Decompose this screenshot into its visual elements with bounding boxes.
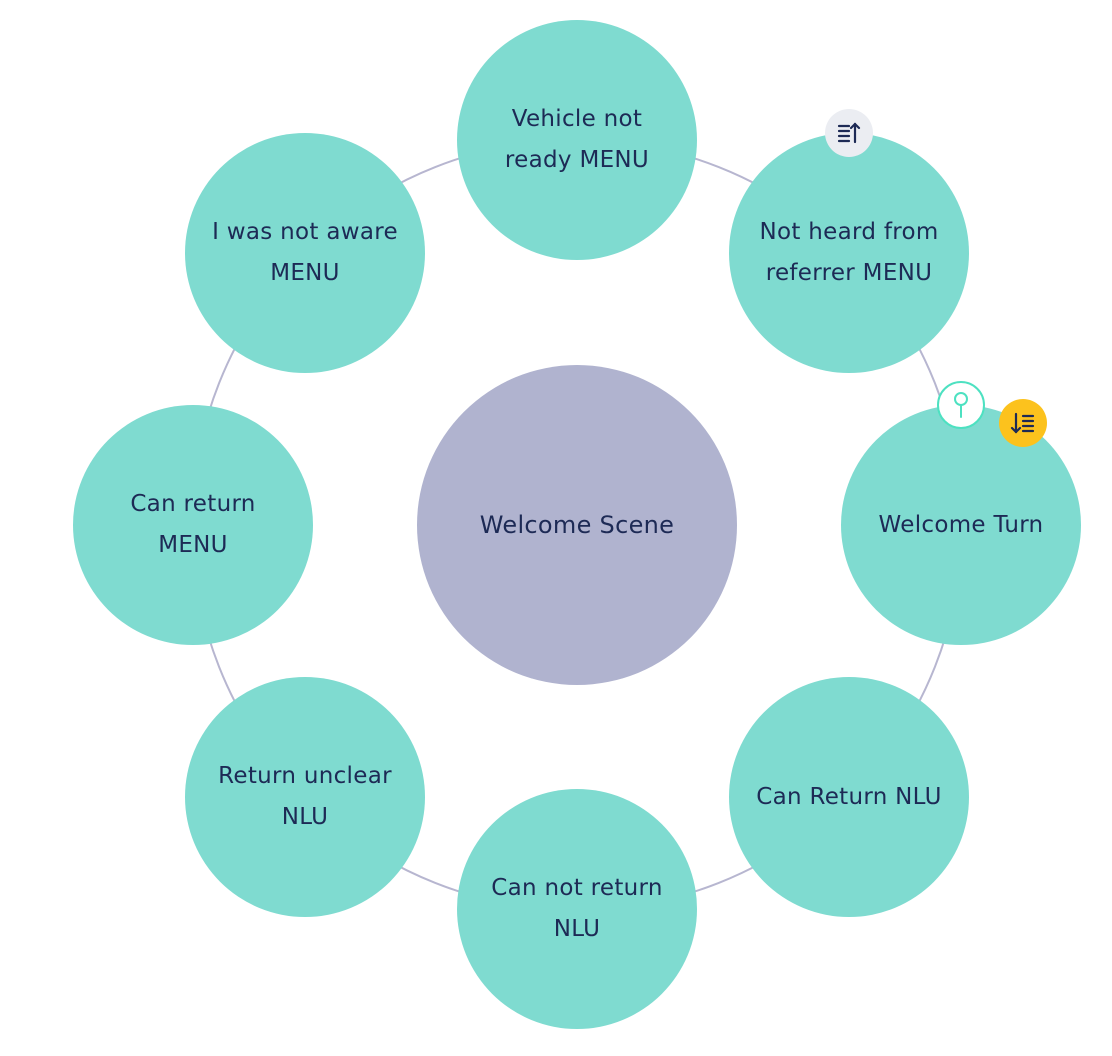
ending-turn-badge[interactable] <box>999 399 1047 447</box>
sort-descending-icon <box>1010 412 1035 434</box>
turn-node-welcome-turn[interactable]: Welcome Turn <box>841 405 1081 645</box>
turn-node-label: Vehicle not ready MENU <box>504 106 650 173</box>
turn-node-not-heard-from-referrer[interactable]: Not heard from referrer MENU <box>729 133 969 373</box>
turn-node-label: Return unclear NLU <box>218 763 392 830</box>
turn-node-i-was-not-aware-menu[interactable]: I was not aware MENU <box>185 133 425 373</box>
turn-node-can-return-menu[interactable]: Can return MENU <box>73 405 313 645</box>
pinned-turn-badge[interactable] <box>937 381 985 429</box>
scene-node-label: Welcome Scene <box>479 510 675 539</box>
starting-turn-badge[interactable] <box>825 109 873 157</box>
turn-node-label: Not heard from referrer MENU <box>759 219 939 286</box>
scene-node-welcome-scene[interactable]: Welcome Scene <box>417 365 737 685</box>
turn-node-label: I was not aware MENU <box>212 219 398 286</box>
turn-node-can-not-return-nlu[interactable]: Can not return NLU <box>457 789 697 1029</box>
turn-node-label: Can not return NLU <box>491 875 663 942</box>
turn-node-label: Welcome Turn <box>878 511 1044 538</box>
turn-node-label: Can Return NLU <box>756 783 942 810</box>
turn-node-can-return-nlu[interactable]: Can Return NLU <box>729 677 969 917</box>
turn-node-label: Can return MENU <box>130 491 256 558</box>
turn-node-vehicle-not-ready[interactable]: Vehicle not ready MENU <box>457 20 697 260</box>
turn-node-return-unclear-nlu[interactable]: Return unclear NLU <box>185 677 425 917</box>
pin-icon <box>954 392 968 418</box>
sort-ascending-icon <box>837 122 861 144</box>
